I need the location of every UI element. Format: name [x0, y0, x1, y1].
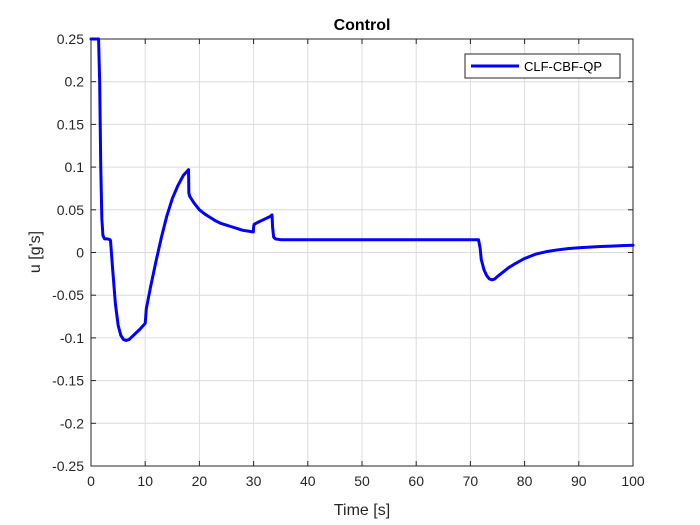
chart-title: Control — [334, 17, 391, 34]
x-tick-label: 0 — [87, 473, 95, 489]
series-layer — [89, 37, 635, 342]
x-tick-label: 80 — [517, 473, 533, 489]
y-axis: 0.25 0.2 0.15 0.1 0.05 0 -0.05 -0.1 -0.15 -0.2 -0.… — [52, 31, 633, 474]
x-axis: 0 10 20 30 40 50 60 70 80 90 100 — [87, 39, 645, 489]
x-tick-label: 30 — [246, 473, 262, 489]
x-tick-label: 100 — [621, 473, 645, 489]
y-tick-label: -0.05 — [52, 287, 84, 303]
y-tick-label: -0.2 — [60, 415, 84, 431]
x-tick-label: 40 — [300, 473, 316, 489]
y-tick-label: 0.1 — [65, 159, 85, 175]
x-tick-label: 90 — [571, 473, 587, 489]
y-tick-label: 0.25 — [57, 31, 84, 47]
legend-entry-label: CLF-CBF-QP — [524, 59, 602, 74]
x-axis-label: Time [s] — [334, 502, 390, 519]
x-tick-label: 70 — [463, 473, 479, 489]
y-tick-label: 0 — [76, 245, 84, 261]
legend: CLF-CBF-QP — [464, 53, 621, 79]
x-tick-label: 60 — [408, 473, 424, 489]
series-line-clf-cbf-qp — [89, 37, 635, 342]
y-tick-label: -0.25 — [52, 458, 84, 474]
y-axis-label: u [g's] — [27, 231, 44, 273]
x-tick-label: 20 — [192, 473, 208, 489]
y-tick-label: 0.15 — [57, 116, 84, 132]
x-tick-label: 10 — [137, 473, 153, 489]
y-tick-label: 0.2 — [65, 74, 85, 90]
x-tick-label: 50 — [354, 473, 370, 489]
y-tick-label: 0.05 — [57, 202, 84, 218]
grid — [90, 38, 634, 467]
y-tick-label: -0.15 — [52, 373, 84, 389]
y-tick-label: -0.1 — [60, 330, 84, 346]
